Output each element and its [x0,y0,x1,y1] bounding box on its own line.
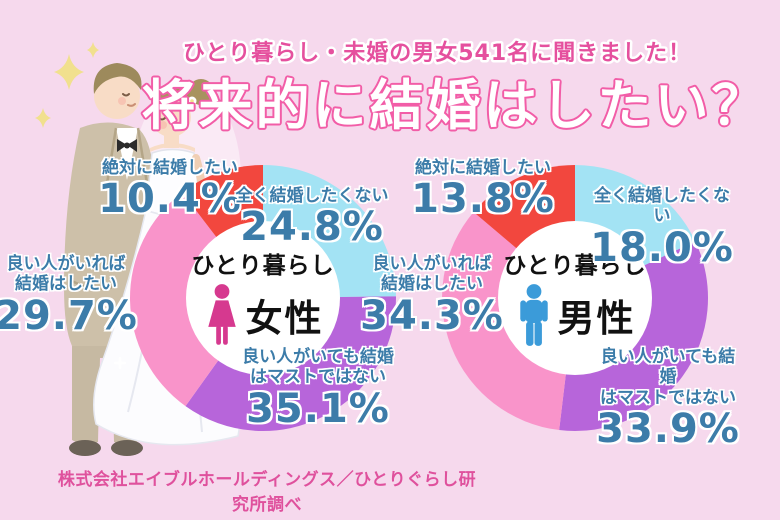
center-label: ひとり暮らし [503,253,647,280]
group-label-female: 女性 [245,296,324,340]
source-credit: 株式会社エイブルホールディングス／ひとりぐらし研究所調べ [57,470,477,515]
center-label: ひとり暮らし [191,253,335,280]
female-icon [207,283,236,345]
segment-label-male-absolutely: 絶対に結婚したい 13.8% [411,158,555,223]
donut-chart-male [442,165,708,431]
donut-chart-female [129,165,396,431]
segment-label-female-notamust: 良い人がいても結婚 はマストではない 35.1% [242,347,394,432]
segment-label-female-absolutely: 絶対に結婚したい 10.4% [98,158,242,223]
page-title: 将来的に結婚はしたい？ [142,74,769,137]
segment-label-female-ifgoodperson: 良い人がいれば 結婚はしたい 29.7% [0,254,138,338]
segment-value: 34.3% [360,292,504,339]
segment-value: 10.4% [98,176,242,223]
segment-label-female-notatall: 全く結婚したくない 24.8% [235,186,389,251]
male-icon [519,283,548,346]
male-chart-center: ひとり暮らし 男性 [485,253,665,347]
group-label-male: 男性 [557,296,636,340]
bow-tie [117,139,137,152]
segment-label-male-notatall: 全く結婚したくない 18.0% [590,186,734,271]
segment-value: 24.8% [240,204,384,251]
segment-value: 33.9% [596,406,740,453]
segment-label-male-ifgoodperson: 良い人がいれば 結婚はしたい 34.3% [360,254,504,339]
segment-value: 35.1% [246,385,390,432]
segment-label-male-notamust: 良い人がいても結婚 はマストではない 33.9% [596,347,740,453]
segment-value: 13.8% [411,176,555,223]
segment-value: 18.0% [590,224,734,271]
segment-value: 29.7% [0,292,138,339]
sparkle-icon [35,42,99,128]
header: ひとり暮らし・未婚の男女541名に聞きました！ 将来的に結婚はしたい？ [140,38,769,140]
survey-subtitle: ひとり暮らし・未婚の男女541名に聞きました！ [183,40,691,66]
female-chart-center: ひとり暮らし 女性 [173,253,353,347]
